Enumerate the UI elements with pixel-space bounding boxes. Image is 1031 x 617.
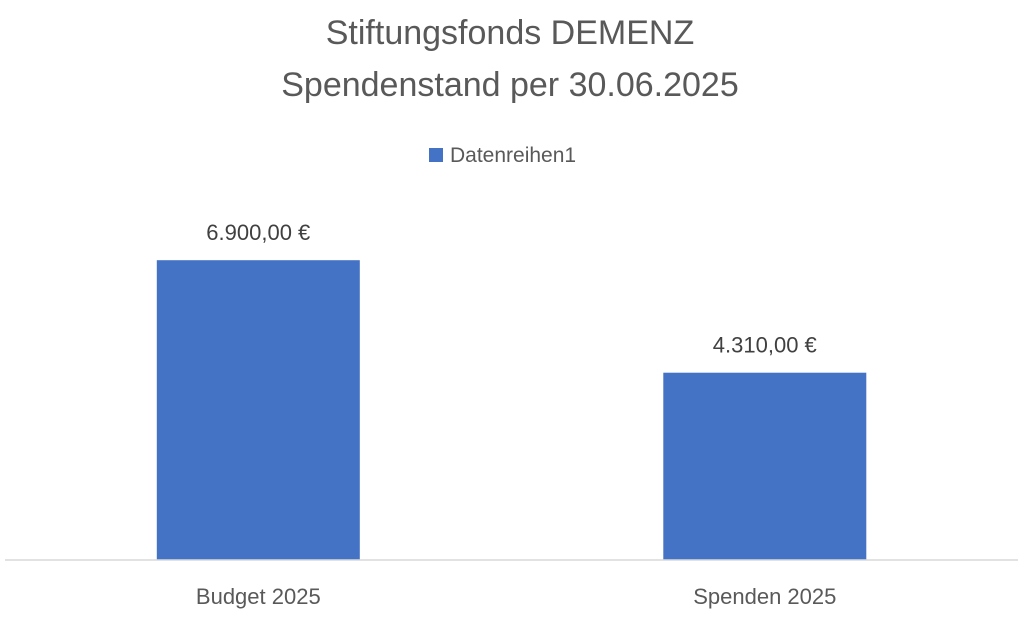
data-label-1: 6.900,00 € bbox=[206, 220, 310, 245]
bar-2 bbox=[663, 372, 867, 560]
category-label-2: Spenden 2025 bbox=[693, 584, 836, 609]
chart-title-line-2: Spendenstand per 30.06.2025 bbox=[281, 66, 739, 104]
legend-label: Datenreihen1 bbox=[450, 144, 576, 167]
bar-1 bbox=[156, 260, 360, 560]
legend-swatch bbox=[429, 148, 443, 162]
plot-area: 6.900,00 € Budget 2025 4.310,00 € Spenden 2… bbox=[156, 220, 867, 609]
data-label-2: 4.310,00 € bbox=[713, 333, 817, 358]
category-label-1: Budget 2025 bbox=[196, 584, 321, 609]
chart-title-line-1: Stiftungsfonds DEMENZ bbox=[326, 14, 694, 52]
legend: Datenreihen1 bbox=[429, 144, 576, 167]
